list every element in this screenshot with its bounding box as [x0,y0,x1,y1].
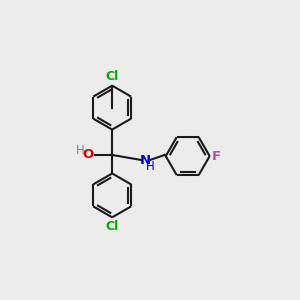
Text: H: H [76,144,85,157]
Text: Cl: Cl [106,220,119,233]
Text: F: F [212,150,221,163]
Text: N: N [140,154,151,166]
Text: H: H [146,160,155,173]
Text: Cl: Cl [106,70,119,83]
Text: O: O [82,148,93,161]
